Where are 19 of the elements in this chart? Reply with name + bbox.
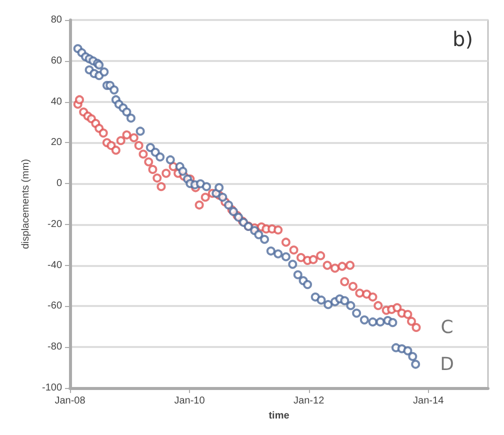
x-tick-label: Jan-12 <box>294 396 325 406</box>
y-tick-label: 60 <box>50 55 62 66</box>
x-axis-title: time <box>268 410 290 422</box>
y-tick-label: -40 <box>48 260 62 271</box>
chart-title: b) <box>452 27 473 51</box>
x-tick-label: Jan-10 <box>174 396 206 406</box>
y-tick-label: -80 <box>48 342 62 353</box>
y-axis-title: displacements (mm) <box>20 158 32 250</box>
y-tick-label: 80 <box>50 14 62 26</box>
series-label: C <box>440 316 454 338</box>
y-tick-label: -20 <box>48 218 62 230</box>
y-tick-label: 40 <box>50 96 62 108</box>
y-tick-label: -100 <box>42 382 62 394</box>
y-tick-label: -60 <box>48 300 62 312</box>
x-tick-label: Jan-08 <box>54 396 86 406</box>
series-label: D <box>440 354 454 375</box>
y-tick-label: 0 <box>56 178 62 190</box>
y-tick-label: 20 <box>50 137 62 148</box>
x-tick-label: Jan-14 <box>413 396 444 406</box>
